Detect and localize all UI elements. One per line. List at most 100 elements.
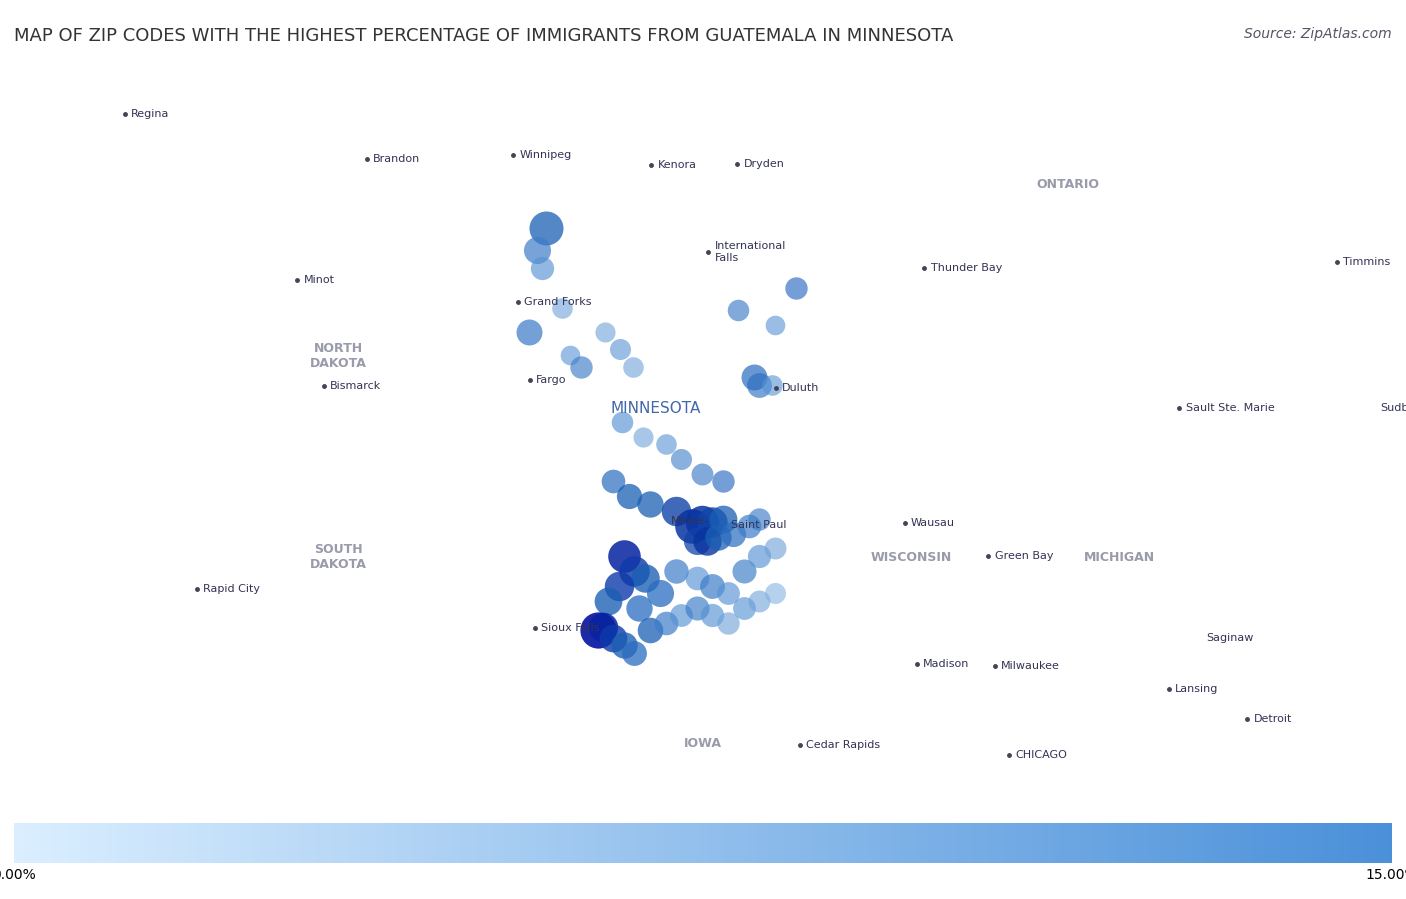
Point <box>665 504 688 519</box>
Text: Brandon: Brandon <box>374 154 420 164</box>
Point <box>748 548 770 563</box>
Text: Wausau: Wausau <box>911 518 955 528</box>
Point <box>612 414 634 429</box>
Text: Kenora: Kenora <box>658 160 697 170</box>
Text: Cedar Rapids: Cedar Rapids <box>806 740 880 750</box>
Point <box>738 519 761 533</box>
Point <box>623 564 645 578</box>
Point <box>761 378 783 392</box>
Point <box>669 452 692 467</box>
Point <box>526 244 548 258</box>
Point <box>733 564 755 578</box>
Text: Fargo: Fargo <box>536 375 567 385</box>
Point <box>727 303 749 317</box>
Point <box>638 623 661 637</box>
Point <box>669 609 692 623</box>
Point <box>686 571 709 585</box>
Point <box>551 300 574 315</box>
Text: Lansing: Lansing <box>1175 684 1219 694</box>
Point <box>748 378 770 392</box>
Text: Dryden: Dryden <box>744 159 785 169</box>
Point <box>530 262 553 276</box>
Point <box>592 619 614 634</box>
Point <box>748 512 770 526</box>
Text: Saginaw: Saginaw <box>1206 633 1254 643</box>
Text: Sault Ste. Marie: Sault Ste. Marie <box>1185 404 1274 414</box>
Text: Grand Forks: Grand Forks <box>524 297 592 307</box>
Text: Madison: Madison <box>922 659 969 669</box>
Point <box>613 548 636 563</box>
Text: Minne-: Minne- <box>672 516 709 526</box>
Point <box>690 515 713 530</box>
Point <box>717 586 740 601</box>
Point <box>686 534 709 548</box>
Text: Timmins: Timmins <box>1343 256 1391 267</box>
Point <box>681 519 703 533</box>
Text: MINNESOTA: MINNESOTA <box>612 401 702 416</box>
Point <box>517 325 540 340</box>
Text: Green Bay: Green Bay <box>994 551 1053 561</box>
Text: Sioux Falls: Sioux Falls <box>541 623 599 633</box>
Point <box>717 616 740 630</box>
Text: Source: ZipAtlas.com: Source: ZipAtlas.com <box>1244 27 1392 41</box>
Point <box>711 474 734 488</box>
Point <box>650 586 672 601</box>
Point <box>609 342 631 356</box>
Point <box>711 512 734 526</box>
Point <box>690 467 713 481</box>
Point <box>665 564 688 578</box>
Text: ONTARIO: ONTARIO <box>1036 178 1099 191</box>
Text: Bismarck: Bismarck <box>330 381 381 391</box>
Point <box>613 638 636 653</box>
Text: WISCONSIN: WISCONSIN <box>870 551 952 564</box>
Point <box>602 474 624 488</box>
Text: IOWA: IOWA <box>683 737 723 750</box>
Point <box>706 530 728 545</box>
Point <box>702 515 724 530</box>
Text: Duluth: Duluth <box>782 383 820 393</box>
Point <box>631 430 654 444</box>
Point <box>617 489 640 503</box>
Text: SOUTH
DAKOTA: SOUTH DAKOTA <box>311 543 367 572</box>
Point <box>763 317 786 332</box>
Text: MAP OF ZIP CODES WITH THE HIGHEST PERCENTAGE OF IMMIGRANTS FROM GUATEMALA IN MIN: MAP OF ZIP CODES WITH THE HIGHEST PERCEN… <box>14 27 953 45</box>
Point <box>733 601 755 615</box>
Point <box>702 609 724 623</box>
Point <box>702 578 724 592</box>
Point <box>638 496 661 511</box>
Point <box>598 593 620 608</box>
Point <box>634 571 657 585</box>
Text: NORTH
DAKOTA: NORTH DAKOTA <box>311 343 367 370</box>
Point <box>628 601 651 615</box>
Point <box>785 280 807 295</box>
Point <box>593 325 616 340</box>
Point <box>763 541 786 556</box>
Point <box>696 534 718 548</box>
Text: Regina: Regina <box>131 109 170 120</box>
Point <box>748 593 770 608</box>
Text: Winnipeg: Winnipeg <box>519 150 571 160</box>
Point <box>602 630 624 645</box>
Point <box>607 578 630 592</box>
Point <box>623 645 645 660</box>
Point <box>560 348 582 362</box>
Point <box>534 221 557 236</box>
Text: CHICAGO: CHICAGO <box>1015 750 1067 760</box>
Point <box>763 586 786 601</box>
Text: Sudbu: Sudbu <box>1379 404 1406 414</box>
Point <box>742 369 765 384</box>
Point <box>686 601 709 615</box>
Point <box>654 437 676 451</box>
Text: MICHIGAN: MICHIGAN <box>1084 551 1156 564</box>
Text: International
Falls: International Falls <box>714 241 786 263</box>
Point <box>569 360 592 375</box>
Text: Saint Paul: Saint Paul <box>731 520 786 530</box>
Text: Rapid City: Rapid City <box>202 583 260 593</box>
Point <box>721 526 744 540</box>
Text: Milwaukee: Milwaukee <box>1001 661 1060 672</box>
Point <box>654 616 676 630</box>
Text: Thunder Bay: Thunder Bay <box>931 263 1002 273</box>
Point <box>586 623 609 637</box>
Text: Minot: Minot <box>304 274 335 285</box>
Text: Detroit: Detroit <box>1253 714 1292 724</box>
